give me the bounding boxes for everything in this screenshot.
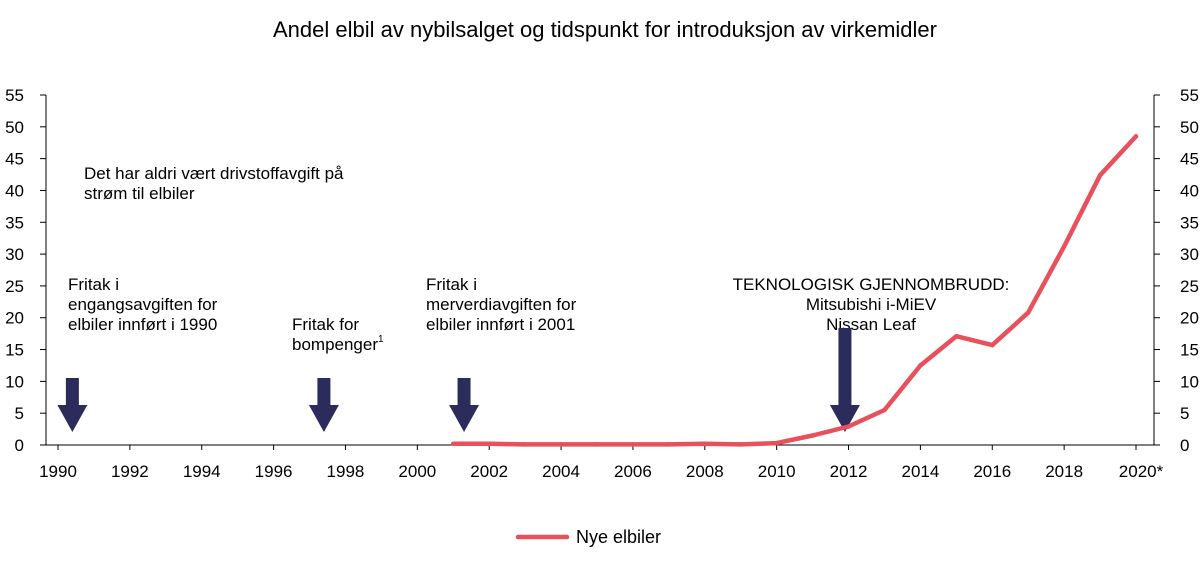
y-tick-label-right: 10	[1180, 372, 1199, 391]
y-tick-label-right: 20	[1180, 309, 1199, 328]
series-line	[451, 134, 1139, 447]
x-tick-label: 2008	[686, 462, 724, 481]
annotation-line: Fritak i	[426, 275, 477, 294]
annotation-line: elbiler innført i 1990	[68, 315, 217, 334]
y-tick-label-right: 5	[1180, 404, 1189, 423]
data-point	[451, 441, 456, 446]
y-tick-label-left: 50	[5, 118, 24, 137]
x-tick-label: 2000	[398, 462, 436, 481]
data-point	[1061, 244, 1067, 249]
annotation-line: elbiler innført i 2001	[426, 315, 575, 334]
down-arrow-icon	[449, 378, 480, 432]
annotation-line: strøm til elbiler	[84, 184, 195, 203]
data-point	[558, 442, 564, 447]
y-tick-label-right: 45	[1180, 150, 1199, 169]
data-point	[738, 442, 743, 447]
data-point	[774, 440, 779, 446]
y-tick-label-right: 35	[1180, 213, 1199, 232]
data-point	[487, 441, 492, 446]
x-tick-label: 2014	[901, 462, 939, 481]
annotation-line: Mitsubishi i-MiEV	[806, 295, 937, 314]
annotation-line: engangsavgiften for	[68, 295, 218, 314]
x-tick-label: 1992	[111, 462, 149, 481]
x-tick-label: 1994	[183, 462, 221, 481]
annotation-line: Fritak i	[68, 275, 119, 294]
x-tick-label: 2020*	[1119, 462, 1164, 481]
legend: Nye elbiler	[515, 527, 661, 547]
y-tick-label-right: 15	[1180, 341, 1199, 360]
x-tick-label: 2016	[973, 462, 1011, 481]
legend-label: Nye elbiler	[576, 527, 661, 547]
x-tick-label: 2002	[470, 462, 508, 481]
y-tick-label-left: 40	[5, 181, 24, 200]
data-point	[918, 363, 923, 368]
footnote-marker: 1	[378, 334, 384, 345]
y-tick-label-left: 55	[5, 86, 24, 105]
annotation: Det har aldri vært drivstoffavgift påstr…	[84, 164, 344, 203]
y-tick-label-right: 40	[1180, 181, 1199, 200]
data-point	[630, 442, 636, 447]
y-tick-label-right: 25	[1180, 277, 1199, 296]
annotation-line: Det har aldri vært drivstoffavgift på	[84, 164, 344, 183]
y-tick-label-right: 0	[1180, 436, 1189, 455]
y-tick-label-left: 45	[5, 150, 24, 169]
annotation: TEKNOLOGISK GJENNOMBRUDD:Mitsubishi i-Mi…	[733, 275, 1010, 432]
x-tick-label: 1990	[39, 462, 77, 481]
x-tick-label: 1996	[255, 462, 293, 481]
down-arrow-icon	[57, 378, 88, 432]
annotation-line: bompenger1	[292, 334, 384, 354]
data-point	[810, 433, 815, 438]
data-point	[1133, 134, 1139, 139]
y-tick-label-left: 5	[15, 404, 24, 423]
down-arrow-icon	[829, 328, 860, 432]
data-point	[846, 424, 851, 429]
annotations: Det har aldri vært drivstoffavgift påstr…	[57, 164, 1009, 432]
plot-area	[451, 134, 1139, 447]
x-tick-label: 1998	[327, 462, 365, 481]
data-point	[1097, 172, 1103, 178]
x-tick-label: 2006	[614, 462, 652, 481]
y-tick-label-left: 0	[15, 436, 24, 455]
data-point	[954, 333, 959, 339]
down-arrow-icon	[308, 378, 339, 432]
data-point	[666, 442, 672, 447]
y-tick-label-left: 25	[5, 277, 24, 296]
data-point	[594, 442, 600, 447]
y-tick-label-left: 15	[5, 341, 24, 360]
y-tick-label-left: 30	[5, 245, 24, 264]
x-tick-label: 2004	[542, 462, 580, 481]
chart-title: Andel elbil av nybilsalget og tidspunkt …	[273, 17, 937, 42]
annotation-line: TEKNOLOGISK GJENNOMBRUDD:	[733, 275, 1010, 294]
data-point	[1026, 310, 1031, 315]
y-tick-label-left: 20	[5, 309, 24, 328]
data-point	[990, 342, 995, 348]
annotation-line: merverdiavgiften for	[426, 295, 577, 314]
x-tick-label: 2010	[758, 462, 796, 481]
x-tick-label: 2012	[830, 462, 868, 481]
y-tick-label-left: 35	[5, 213, 24, 232]
data-point	[522, 442, 528, 447]
y-tick-label-right: 30	[1180, 245, 1199, 264]
y-tick-label-right: 50	[1180, 118, 1199, 137]
y-tick-label-left: 10	[5, 372, 24, 391]
data-point	[702, 441, 707, 446]
x-tick-label: 2018	[1045, 462, 1083, 481]
y-tick-label-right: 55	[1180, 86, 1199, 105]
data-point	[882, 407, 887, 413]
annotation-line: Fritak for	[292, 315, 359, 334]
